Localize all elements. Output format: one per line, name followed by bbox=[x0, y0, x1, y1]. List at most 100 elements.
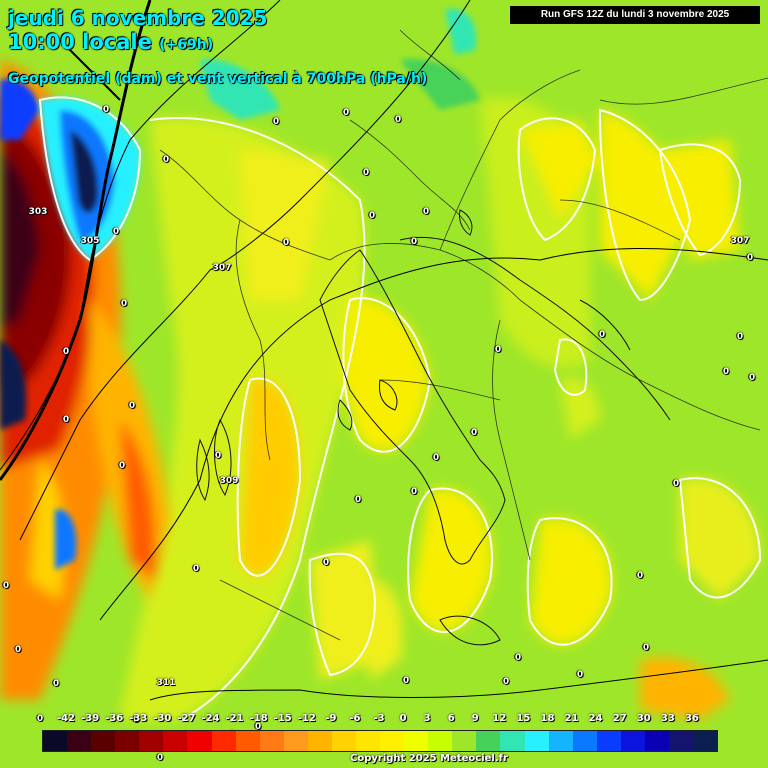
legend-tick-label: -21 bbox=[225, 713, 244, 724]
legend-swatch bbox=[211, 731, 236, 751]
legend-tick-label: -27 bbox=[177, 713, 196, 724]
legend-tick-label: 15 bbox=[516, 713, 531, 724]
legend-swatch bbox=[43, 731, 68, 751]
legend-swatch bbox=[380, 731, 405, 751]
zero-contour-label: 0 bbox=[598, 330, 606, 340]
geopotential-label: 303 bbox=[28, 207, 48, 217]
legend-tick-label: -6 bbox=[349, 713, 361, 724]
forecast-time: 10:00 locale (+69h) bbox=[8, 30, 213, 54]
forecast-date: jeudi 6 novembre 2025 bbox=[8, 6, 268, 30]
geopotential-label: 305 bbox=[80, 236, 100, 246]
legend-ticks: -42 -39 -36 -33 -30 -27 -24 -21 -18 -15 -12 -9 -6 -3 0… bbox=[0, 713, 768, 727]
copyright: Copyright 2025 Meteociel.fr bbox=[350, 753, 508, 764]
zero-contour-label: 0 bbox=[112, 227, 120, 237]
legend-tick-label: -15 bbox=[273, 713, 292, 724]
legend-tick-label: 27 bbox=[612, 713, 627, 724]
parameter-title: Geopotentiel (dam) et vent vertical à 70… bbox=[8, 71, 428, 87]
model-run-label: Run GFS 12Z du lundi 3 novembre 2025 bbox=[510, 6, 760, 24]
legend-swatch bbox=[500, 731, 525, 751]
legend-swatch bbox=[67, 731, 92, 751]
zero-contour-label: 0 bbox=[394, 115, 402, 125]
legend-tick-label: -3 bbox=[373, 713, 385, 724]
forecast-lead-time: (+69h) bbox=[159, 37, 214, 53]
zero-contour-label: 0 bbox=[470, 428, 478, 438]
legend-tick-label: 3 bbox=[423, 713, 431, 724]
legend-tick-label: 0 bbox=[399, 713, 407, 724]
legend-swatch bbox=[428, 731, 453, 751]
legend-tick-label: -24 bbox=[201, 713, 220, 724]
legend-tick-label: -36 bbox=[105, 713, 124, 724]
legend-swatch bbox=[524, 731, 549, 751]
zero-contour-label: 0 bbox=[62, 347, 70, 357]
legend-swatch bbox=[331, 731, 357, 751]
legend-swatch bbox=[187, 731, 212, 751]
zero-contour-label: 0 bbox=[636, 571, 644, 581]
legend-swatch bbox=[235, 731, 260, 751]
zero-contour-label: 0 bbox=[642, 643, 650, 653]
legend-swatch bbox=[163, 731, 188, 751]
zero-contour-label: 0 bbox=[368, 211, 376, 221]
legend-tick-label: 36 bbox=[684, 713, 699, 724]
geopotential-label: 309 bbox=[219, 476, 239, 486]
zero-contour-label: 0 bbox=[672, 479, 680, 489]
legend-swatch bbox=[307, 731, 332, 751]
zero-contour-label: 0 bbox=[62, 415, 70, 425]
zero-contour-label: 0 bbox=[494, 345, 502, 355]
geopotential-label: 311 bbox=[156, 678, 176, 688]
zero-contour-label: 0 bbox=[282, 238, 290, 248]
zero-contour-label: 0 bbox=[746, 253, 754, 263]
legend-swatch bbox=[548, 731, 573, 751]
legend-swatch bbox=[620, 731, 645, 751]
legend-swatch bbox=[283, 731, 308, 751]
legend-tick-label: -9 bbox=[325, 713, 337, 724]
geopotential-contours bbox=[0, 0, 768, 701]
zero-contour-label: 0 bbox=[576, 670, 584, 680]
zero-contour-label: 0 bbox=[132, 715, 140, 725]
legend-swatch bbox=[139, 731, 164, 751]
legend-tick-label: -39 bbox=[81, 713, 100, 724]
zero-contour-label: 0 bbox=[120, 299, 128, 309]
zero-contour-label: 0 bbox=[748, 373, 756, 383]
zero-contour-label: 0 bbox=[410, 237, 418, 247]
legend-tick-label: -30 bbox=[153, 713, 172, 724]
legend-tick-label: 30 bbox=[636, 713, 651, 724]
legend-swatch bbox=[693, 731, 718, 751]
legend-swatch bbox=[644, 731, 670, 751]
zero-contour-label: 0 bbox=[162, 155, 170, 165]
legend-tick-label: -18 bbox=[249, 713, 268, 724]
legend-tick-label: 18 bbox=[540, 713, 555, 724]
forecast-local-time: 10:00 locale bbox=[8, 30, 152, 54]
zero-contour-label: 0 bbox=[192, 564, 200, 574]
zero-contour-label: 0 bbox=[342, 108, 350, 118]
zero-contour-label: 0 bbox=[402, 676, 410, 686]
zero-contour-label: 0 bbox=[102, 105, 110, 115]
legend-swatch bbox=[452, 731, 477, 751]
legend-swatch bbox=[404, 731, 429, 751]
legend-swatch bbox=[259, 731, 284, 751]
legend-swatch bbox=[596, 731, 621, 751]
coastlines bbox=[196, 209, 671, 646]
zero-contour-label: 0 bbox=[14, 645, 22, 655]
geopotential-label: 307 bbox=[730, 236, 750, 246]
zero-contour-label: 0 bbox=[736, 332, 744, 342]
legend-tick-label: 33 bbox=[660, 713, 675, 724]
zero-contour-label: 0 bbox=[36, 714, 44, 724]
zero-contour-label: 0 bbox=[254, 722, 262, 732]
zero-contour-label: 0 bbox=[354, 495, 362, 505]
legend-tick-label: -33 bbox=[129, 713, 148, 724]
legend-tick-label: -42 bbox=[57, 713, 76, 724]
country-borders bbox=[159, 29, 768, 641]
legend-swatch bbox=[669, 731, 694, 751]
legend-swatch bbox=[91, 731, 116, 751]
legend-swatch bbox=[356, 731, 381, 751]
zero-contour-label: 0 bbox=[214, 451, 222, 461]
zero-contour-label: 0 bbox=[156, 753, 164, 763]
zero-contour-label: 0 bbox=[118, 461, 126, 471]
zero-contour-label: 0 bbox=[128, 401, 136, 411]
legend-swatch bbox=[572, 731, 597, 751]
zero-contour-label: 0 bbox=[322, 558, 330, 568]
legend-swatch bbox=[476, 731, 501, 751]
legend-tick-label: 21 bbox=[564, 713, 579, 724]
zero-contour-label: 0 bbox=[422, 207, 430, 217]
